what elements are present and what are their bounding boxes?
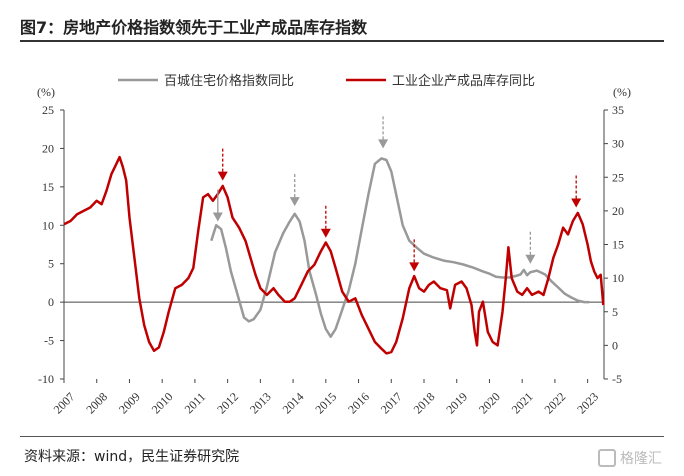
x-tick-label: 2019 bbox=[443, 390, 470, 417]
y-left-tick-label: -10 bbox=[38, 372, 54, 386]
x-tick-label: 2016 bbox=[345, 390, 372, 417]
y-left-tick-label: 5 bbox=[48, 257, 54, 271]
y-right-tick-label: 10 bbox=[612, 271, 624, 285]
arrow-1 bbox=[212, 189, 223, 222]
y-left-tick-label: 25 bbox=[42, 103, 54, 117]
arrow-8 bbox=[571, 175, 582, 208]
arrow-6 bbox=[320, 205, 331, 238]
arrow-head bbox=[378, 139, 389, 149]
y-left-tick-label: 15 bbox=[42, 180, 54, 194]
legend: 百城住宅价格指数同比 工业企业产成品库存同比 bbox=[118, 73, 535, 89]
arrow-head bbox=[289, 197, 300, 207]
arrow-4 bbox=[525, 231, 536, 264]
y-right-unit: (%) bbox=[613, 85, 631, 99]
y-left-tick-label: -5 bbox=[44, 334, 54, 348]
y-right-tick-label: 35 bbox=[612, 103, 624, 117]
y-left-tick-label: 10 bbox=[42, 218, 54, 232]
x-tick-label: 2023 bbox=[574, 390, 601, 417]
x-tick-label: 2010 bbox=[149, 390, 176, 417]
watermark-text: 格隆汇 bbox=[620, 451, 662, 467]
arrow-head bbox=[409, 262, 420, 272]
arrow-5 bbox=[217, 148, 228, 181]
y-left-tick-label: 0 bbox=[48, 295, 54, 309]
y-left-tick-label: 20 bbox=[42, 141, 54, 155]
x-tick-label: 2009 bbox=[116, 390, 143, 417]
arrow-head bbox=[212, 212, 223, 222]
x-tick-label: 2020 bbox=[476, 390, 503, 417]
axes: (%) (%) -10 -5 0 5 10 15 20 25 -5 0 5 10 15 20 25 30 35 200… bbox=[37, 85, 631, 416]
x-tick-label: 2014 bbox=[280, 390, 307, 417]
chart: 百城住宅价格指数同比 工业企业产成品库存同比 (%) (%) -10 -5 0 5 10 15 2… bbox=[37, 73, 631, 416]
series-line-1 bbox=[210, 157, 590, 338]
y-right-tick-label: 0 bbox=[612, 338, 618, 352]
x-tick-label: 2011 bbox=[182, 390, 209, 417]
arrow-head bbox=[571, 198, 582, 208]
arrow-head bbox=[320, 228, 331, 238]
arrow-2 bbox=[289, 174, 300, 207]
x-tick-label: 2021 bbox=[509, 390, 536, 417]
arrow-head bbox=[217, 171, 228, 181]
x-tick-label: 2007 bbox=[51, 390, 78, 417]
title-rule bbox=[20, 40, 664, 42]
arrow-7 bbox=[409, 239, 420, 272]
watermark: 格隆汇 bbox=[598, 446, 670, 470]
y-right-tick-label: -5 bbox=[612, 372, 622, 386]
y-right-tick-label: 20 bbox=[612, 204, 624, 218]
y-right-tick-label: 25 bbox=[612, 170, 624, 184]
arrow-head bbox=[525, 254, 536, 264]
y-right-tick-label: 30 bbox=[612, 137, 624, 151]
x-tick-label: 2015 bbox=[312, 390, 339, 417]
x-tick-label: 2013 bbox=[247, 390, 274, 417]
legend-label-2: 工业企业产成品库存同比 bbox=[392, 73, 535, 89]
series-lines bbox=[63, 155, 605, 355]
x-tick-label: 2022 bbox=[541, 390, 568, 417]
x-tick-label: 2008 bbox=[83, 390, 110, 417]
footer-rule bbox=[20, 436, 664, 437]
y-right-tick-label: 5 bbox=[612, 305, 618, 319]
series-line-2 bbox=[63, 155, 605, 355]
arrow-3 bbox=[378, 116, 389, 149]
x-tick-label: 2017 bbox=[378, 390, 405, 417]
x-tick-label: 2012 bbox=[214, 390, 241, 417]
annotation-arrows bbox=[212, 116, 582, 272]
source-note: 资料来源：wind，民生证券研究院 bbox=[24, 449, 240, 465]
x-tick-label: 2018 bbox=[411, 390, 438, 417]
legend-label-1: 百城住宅价格指数同比 bbox=[164, 73, 294, 89]
y-left-unit: (%) bbox=[37, 85, 55, 99]
chart-title: 图7：房地产价格指数领先于工业产成品库存指数 bbox=[20, 18, 368, 37]
y-right-tick-label: 15 bbox=[612, 238, 624, 252]
watermark-logo-icon bbox=[598, 449, 616, 467]
